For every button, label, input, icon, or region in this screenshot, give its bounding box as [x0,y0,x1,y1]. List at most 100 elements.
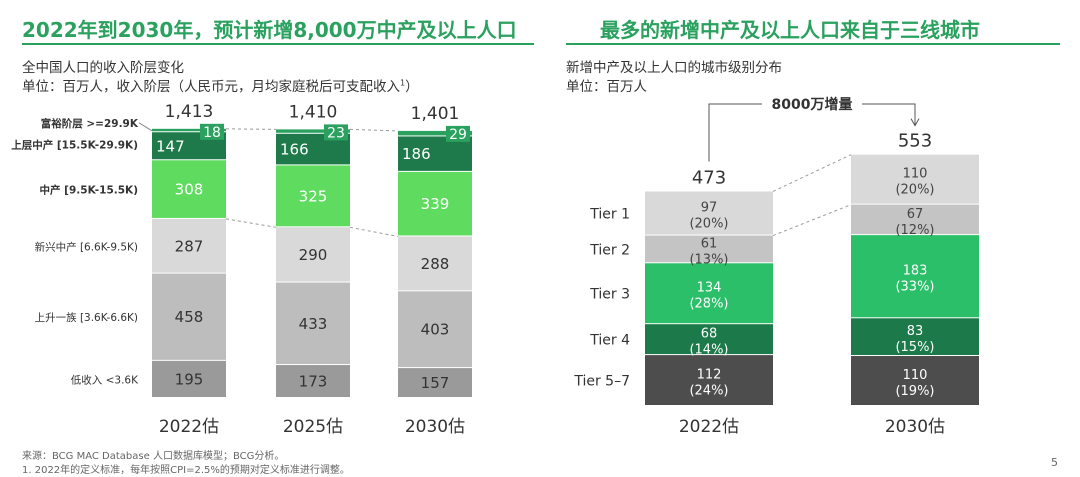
share-label: (19%) [895,384,934,399]
data-label: 134 [697,281,722,296]
bar-segment [276,129,350,133]
footnote-1: 1. 2022年的定义标准，每年按照CPI=2.5%的预期对定义标准进行调整。 [22,465,350,476]
bar-segment [645,355,773,405]
bar-segment [398,171,472,236]
bar-segment [398,130,472,136]
data-label: 147 [156,137,185,155]
income-stacked-bar-chart: 195 458 287 308 147 18 1,413 2022估 173 433 290 325 1… [11,102,472,437]
data-label: 18 [203,125,221,141]
dashed-connector [349,226,399,237]
data-label: 157 [421,374,450,392]
series-row-label: 上层中产 [15.5K-29.9K) [11,138,138,151]
dashed-connector [772,204,852,237]
affluent-value-badge [446,125,470,142]
data-label: 403 [421,321,450,339]
data-label: 433 [299,315,328,333]
bar-total-label: 1,401 [411,104,460,124]
series-row-label: 上升一族 [3.6K-6.6K) [35,311,138,324]
data-label: 195 [175,370,204,388]
share-label: (28%) [689,297,728,312]
data-label: 458 [175,308,204,326]
data-label: 287 [175,237,204,255]
bar-segment [276,165,350,227]
data-label: 23 [327,125,345,141]
right-units: 单位：百万人 [566,79,647,95]
series-row-label: 低收入 <3.6K [71,373,139,386]
bar-segment [276,365,350,397]
series-row-label: 中产 [9.5K-15.5K) [40,184,138,197]
dashed-connector [225,218,277,228]
bar-segment [152,360,226,397]
data-label: 308 [175,181,204,199]
dashed-connector [772,154,852,192]
bar-segment [276,227,350,282]
increment-annotation: 8000万增量 [772,96,853,113]
dashed-connector [225,128,277,130]
affluent-value-badge [324,124,348,141]
data-label: 97 [701,201,718,216]
bar-total-label: 1,410 [289,102,338,122]
bar-segment [851,356,979,405]
data-label: 68 [701,327,718,342]
bar-segment [152,128,226,132]
bar-segment [398,291,472,368]
data-label: 83 [907,324,924,339]
category-tick-label: 2030估 [885,417,945,437]
data-label: 339 [421,195,450,213]
data-label: 186 [402,145,431,163]
share-label: (33%) [895,280,934,295]
data-label: 112 [697,368,722,383]
category-tick-label: 2022估 [679,417,739,437]
share-label: (20%) [689,217,728,232]
dashed-connector [349,128,399,132]
label-leader-line [138,122,153,132]
left-units: 单位：百万人，收入阶层（人民币元，月均家庭税后可支配收入1） [22,75,419,96]
share-label: (14%) [689,343,728,358]
bracket-arrow-icon [910,118,920,127]
data-label: 325 [299,187,328,205]
bar-segment [645,263,773,324]
share-label: (15%) [895,340,934,355]
bar-segment [398,368,472,397]
bar-segment [276,282,350,365]
right-subtitle: 新增中产及以上人口的城市级别分布 [566,60,782,76]
left-subtitle: 全中国人口的收入阶层变化 [22,60,184,76]
tier-row-label: Tier 3 [589,287,630,303]
category-tick-label: 2022估 [159,417,219,437]
affluent-value-badge [200,123,224,140]
bar-segment [152,160,226,218]
left-units-text: 单位：百万人，收入阶层（人民币元，月均家庭税后可支配收入 [22,79,400,95]
right-panel-title: 最多的新增中产及以上人口来自于三线城市 [600,18,980,42]
data-label: 288 [421,255,450,273]
bar-segment [645,324,773,355]
bar-segment [398,136,472,171]
left-units-close: ） [405,79,419,95]
series-row-label: 富裕阶层 >=29.9K [41,117,139,130]
data-label: 67 [907,207,924,222]
bar-total-label: 553 [898,131,932,152]
data-label: 61 [701,236,718,251]
bar-segment [398,236,472,291]
category-tick-label: 2025估 [283,417,343,437]
bar-segment [152,218,226,273]
share-label: (24%) [689,384,728,399]
bar-total-label: 1,413 [165,102,214,122]
bar-segment [851,204,979,235]
data-label: 110 [903,167,928,182]
data-label: 183 [903,264,928,279]
source-note: 来源：BCG MAC Database 人口数据库模型；BCG分析。 [22,451,285,462]
tier-row-label: Tier 5–7 [573,374,630,390]
data-label: 29 [449,127,467,143]
left-title-rule [22,43,534,45]
share-label: (13%) [689,252,728,267]
data-label: 173 [299,373,328,391]
data-label: 110 [903,368,928,383]
share-label: (12%) [895,223,934,238]
bar-segment [645,235,773,263]
data-label: 166 [280,141,309,159]
bar-total-label: 473 [692,167,726,188]
share-label: (20%) [895,183,934,198]
data-label: 290 [299,246,328,264]
bar-segment [645,191,773,235]
tier-stacked-bar-chart: 112(24%)68(14%)134(28%)61(13%)97(20%)473… [573,94,979,437]
